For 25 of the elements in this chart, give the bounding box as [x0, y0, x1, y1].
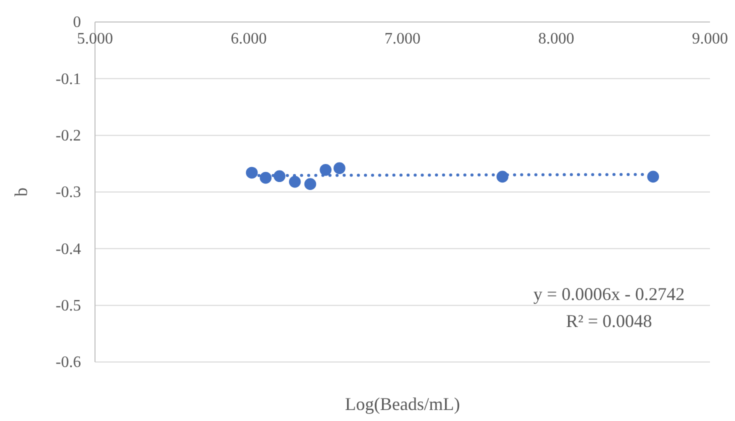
y-tick-label: 0 — [73, 14, 81, 32]
x-tick-label: 5.000 — [77, 30, 113, 48]
x-tick-label: 8.000 — [538, 30, 574, 48]
point — [647, 170, 660, 183]
point — [288, 176, 301, 188]
annotation: y = 0.0006x - 0.2742 — [533, 284, 685, 304]
y-tick-label: -0.6 — [56, 354, 81, 372]
point — [496, 170, 508, 183]
y-tick-label: -0.3 — [56, 184, 81, 202]
point — [260, 172, 272, 184]
point — [304, 178, 316, 190]
x-axis-title: Log(Beads/mL) — [345, 394, 460, 414]
x-tick-label: 7.000 — [384, 30, 420, 48]
y-tick-label: -0.4 — [56, 240, 81, 258]
point — [334, 162, 346, 174]
point — [246, 166, 258, 179]
y-tick-label: -0.1 — [56, 70, 81, 88]
point — [320, 164, 332, 176]
x-tick-label: 9.000 — [692, 30, 728, 48]
y-tick-label: -0.5 — [56, 297, 81, 314]
y-tick-label: -0.2 — [56, 127, 81, 144]
x-tick-label: 6.000 — [230, 30, 267, 48]
y-axis-title: b — [11, 188, 31, 196]
annotation: R² = 0.0048 — [566, 311, 652, 331]
point — [274, 170, 286, 182]
